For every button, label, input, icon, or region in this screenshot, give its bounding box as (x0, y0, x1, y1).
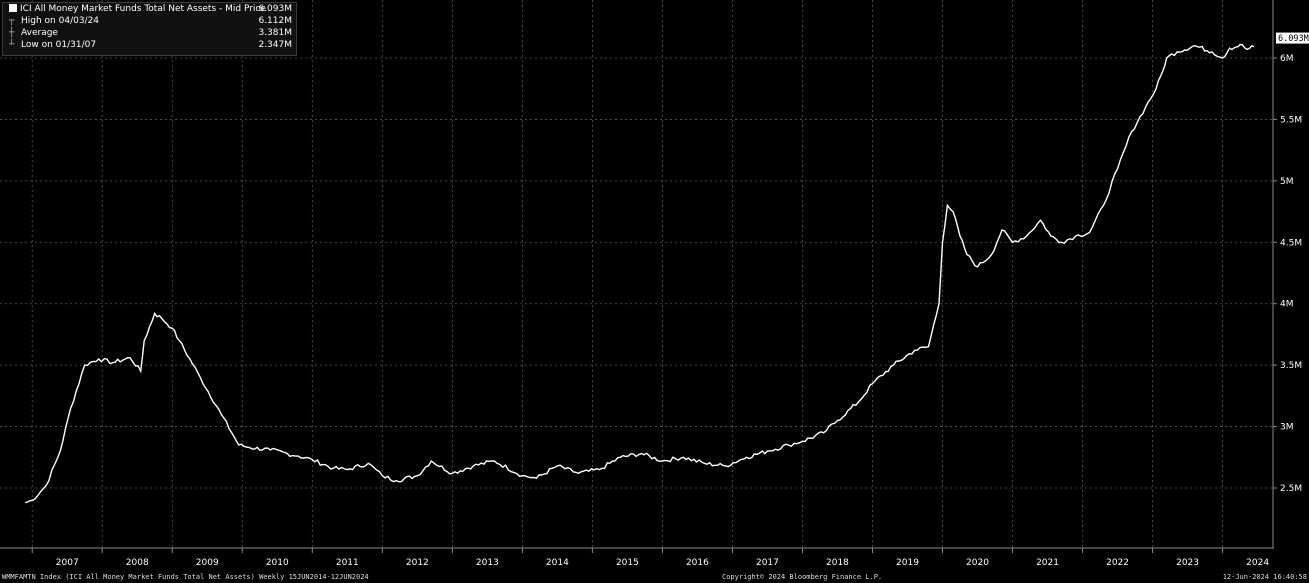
legend-high-value: 6.112M (258, 16, 292, 26)
x-tick-label-2017: 2017 (756, 558, 779, 568)
y-tick-label-4: 4.5M (1280, 238, 1302, 248)
legend-title: ICI All Money Market Funds Total Net Ass… (20, 4, 266, 14)
x-tick-label-2011: 2011 (336, 558, 359, 568)
y-tick-label-3: 4M (1280, 300, 1294, 310)
x-tick-label-2024: 2024 (1246, 558, 1269, 568)
footer-timestamp: 12-Jun-2024 16:40:58 (1222, 573, 1307, 581)
legend-average-label: Average (21, 28, 58, 38)
y-axis-tick-labels: 2.5M 3M 3.5M 4M 4.5M 5M 5.5M 6M (1280, 54, 1302, 494)
series-line-money-market-assets (24, 43, 1255, 504)
footer-index-description: WMMFAMTN Index (ICI All Money Market Fun… (2, 573, 369, 581)
last-value-text: 6.093M (1278, 34, 1309, 44)
y-tick-label-0: 2.5M (1280, 484, 1302, 494)
y-tick-label-5: 5M (1280, 177, 1294, 187)
x-tick-label-2012: 2012 (406, 558, 429, 568)
x-tick-label-2023: 2023 (1176, 558, 1199, 568)
legend-last-value: 6.093M (258, 4, 292, 14)
x-tick-label-2021: 2021 (1036, 558, 1059, 568)
x-tick-label-2018: 2018 (826, 558, 849, 568)
x-tick-label-2019: 2019 (896, 558, 919, 568)
x-tick-label-2013: 2013 (476, 558, 499, 568)
legend-low-value: 2.347M (258, 40, 292, 50)
high-marker-icon: ┬ (9, 16, 15, 26)
x-tick-label-2016: 2016 (686, 558, 709, 568)
x-tick-label-2007: 2007 (56, 558, 79, 568)
legend-low-row: ┴ Low on 01/31/07 2.347M (3, 39, 296, 51)
x-tick-label-2009: 2009 (196, 558, 219, 568)
y-tick-label-6: 5.5M (1280, 115, 1302, 125)
last-value-badge: 6.093M (1276, 32, 1309, 44)
x-axis-tick-labels: 2007 2008 2009 2010 2011 2012 2013 2014 2015 2016… (56, 558, 1270, 568)
series-color-swatch (9, 4, 17, 12)
y-tick-label-7: 6M (1280, 54, 1294, 64)
x-tick-label-2014: 2014 (546, 558, 569, 568)
legend-high-label: High on 04/03/24 (21, 16, 100, 26)
footer-copyright: Copyright© 2024 Bloomberg Finance L.P. (722, 573, 883, 581)
average-marker-icon: ┼ (9, 28, 15, 38)
y-tick-label-1: 3M (1280, 423, 1294, 433)
low-marker-icon: ┴ (9, 40, 15, 50)
legend-low-label: Low on 01/31/07 (21, 40, 97, 50)
y-tick-label-2: 3.5M (1280, 361, 1302, 371)
x-tick-label-2008: 2008 (126, 558, 149, 568)
legend-average-row: ┼ Average 3.381M (3, 27, 296, 39)
chart-legend: ICI All Money Market Funds Total Net Ass… (2, 2, 297, 56)
legend-high-row: ┬ High on 04/03/24 6.112M (3, 15, 296, 27)
chart-grid (0, 0, 1277, 553)
legend-average-value: 3.381M (258, 28, 292, 38)
x-tick-label-2022: 2022 (1106, 558, 1129, 568)
x-tick-label-2015: 2015 (616, 558, 639, 568)
x-tick-label-2010: 2010 (266, 558, 289, 568)
x-tick-label-2020: 2020 (966, 558, 989, 568)
legend-title-row: ICI All Money Market Funds Total Net Ass… (3, 3, 296, 15)
